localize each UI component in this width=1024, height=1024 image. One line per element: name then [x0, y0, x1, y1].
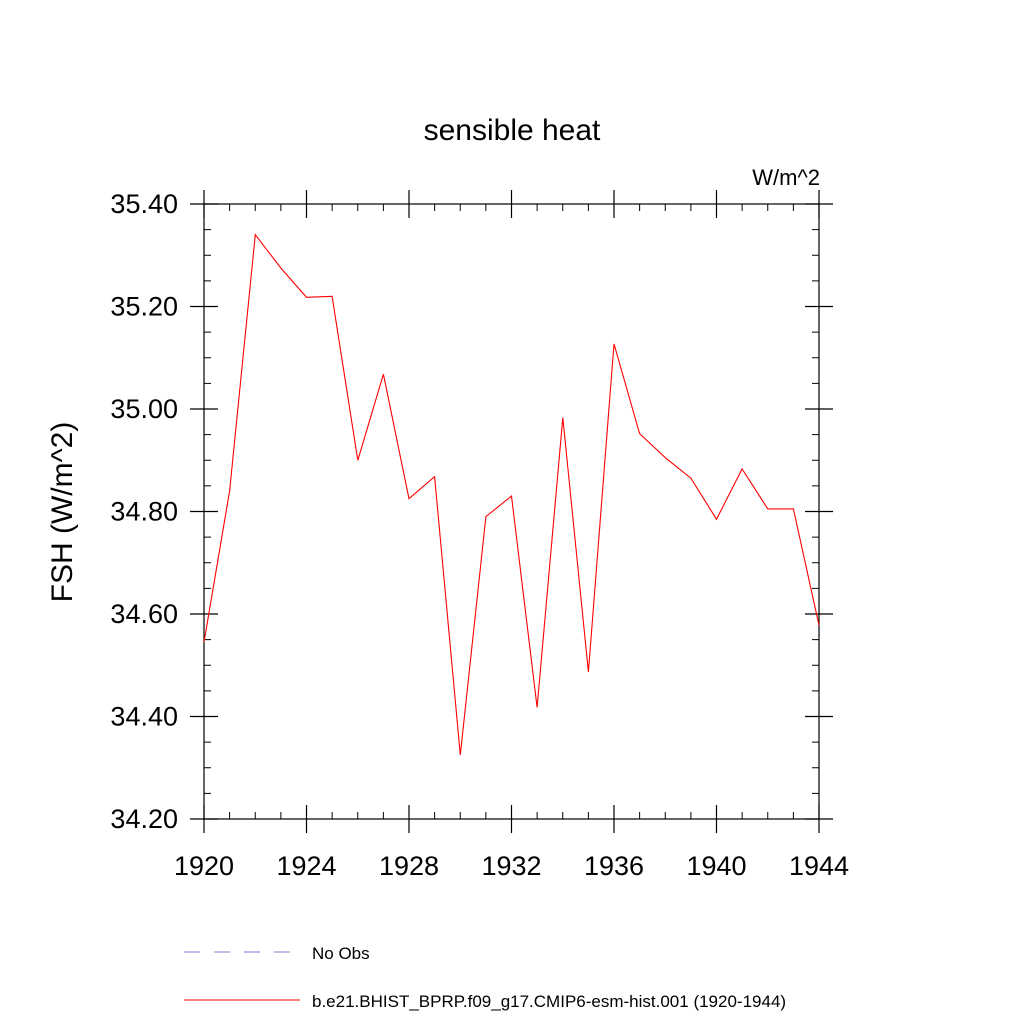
series-line-0: [203, 233, 820, 755]
y-axis-title: FSH (W/m^2): [46, 422, 79, 603]
legend-label-no-obs: No Obs: [312, 944, 370, 963]
x-tick-label: 1920: [174, 851, 234, 881]
series-group: [203, 233, 820, 755]
plot-frame: [203, 203, 820, 820]
x-tick-label: 1944: [789, 851, 849, 881]
legend: No Obs b.e21.BHIST_BPRP.f09_g17.CMIP6-es…: [184, 944, 786, 1011]
y-tick-label: 34.20: [110, 804, 178, 834]
x-tick-label: 1924: [276, 851, 336, 881]
y-tick-label: 35.40: [110, 189, 178, 219]
y-tick-label: 34.60: [110, 599, 178, 629]
y-tick-label: 34.40: [110, 702, 178, 732]
x-axis-tick-labels: 1920 1924 1928 1932 1936 1940 1944: [174, 851, 849, 881]
y-axis-tick-labels: 34.20 34.40 34.60 34.80 35.00 35.20 35.40: [110, 189, 178, 834]
chart-title: sensible heat: [424, 114, 601, 147]
x-tick-label: 1928: [379, 851, 439, 881]
units-label: W/m^2: [752, 165, 820, 190]
x-tick-label: 1932: [481, 851, 541, 881]
y-tick-label: 34.80: [110, 497, 178, 527]
y-tick-label: 35.20: [110, 292, 178, 322]
x-tick-label: 1936: [584, 851, 644, 881]
legend-label-model: b.e21.BHIST_BPRP.f09_g17.CMIP6-esm-hist.…: [312, 992, 786, 1011]
x-tick-label: 1940: [686, 851, 746, 881]
axis-ticks: [190, 190, 833, 833]
y-tick-label: 35.00: [110, 394, 178, 424]
